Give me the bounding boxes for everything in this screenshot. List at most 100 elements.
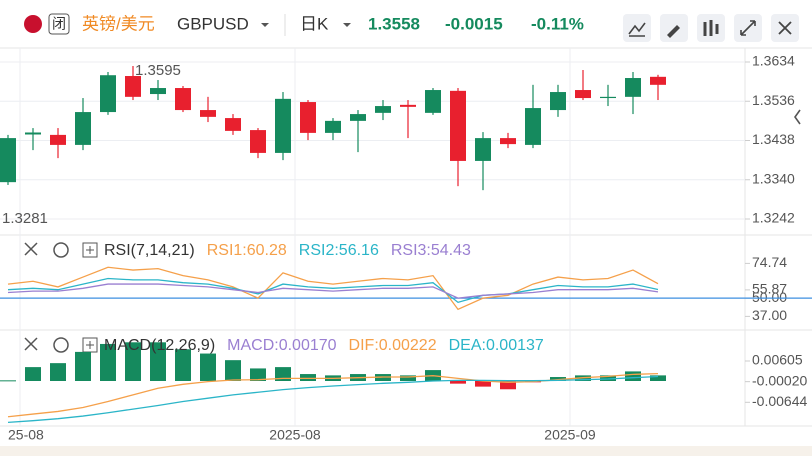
macd-bar bbox=[175, 349, 191, 381]
macd-bar bbox=[625, 371, 641, 381]
macd-bar bbox=[200, 353, 216, 381]
y-tick-label: -0.00644 bbox=[752, 393, 807, 409]
change: -0.0015 bbox=[445, 14, 503, 33]
add-icon[interactable] bbox=[82, 242, 98, 258]
indicator-line bbox=[7, 283, 659, 299]
macd-bar bbox=[300, 374, 316, 381]
tool-icon bbox=[740, 20, 756, 36]
high-label: 1.3595 bbox=[135, 62, 181, 79]
candle-body bbox=[425, 90, 441, 113]
y-tick-label: -0.00020 bbox=[752, 372, 807, 388]
status: 闭 bbox=[52, 16, 66, 32]
candle-body bbox=[375, 106, 391, 113]
legend-entry: RSI1:60.28 bbox=[207, 242, 287, 259]
macd-bar bbox=[475, 381, 491, 387]
indicator-line bbox=[7, 277, 659, 304]
macd-bar bbox=[600, 375, 616, 381]
close-icon[interactable] bbox=[24, 242, 38, 256]
y-tick-label: 1.3242 bbox=[752, 210, 795, 226]
macd-bar bbox=[550, 377, 566, 381]
macd-bar bbox=[100, 343, 116, 381]
macd-bar bbox=[25, 367, 41, 381]
instrument-name: 英镑/美元 bbox=[82, 14, 155, 33]
macd-bar bbox=[275, 367, 291, 381]
macd-bar bbox=[150, 342, 166, 381]
scrollbar[interactable] bbox=[0, 446, 812, 456]
candle-body bbox=[525, 108, 541, 145]
macd-bar bbox=[225, 360, 241, 381]
candle-body bbox=[125, 76, 141, 97]
x-tick-label: 2025-08 bbox=[269, 427, 321, 443]
legend-entry: RSI(7,14,21) bbox=[104, 242, 195, 259]
price: 1.3558 bbox=[368, 14, 420, 33]
candle-body bbox=[225, 118, 241, 131]
candle-body bbox=[25, 132, 41, 135]
change-pct: -0.11% bbox=[531, 14, 584, 33]
candle-body bbox=[100, 75, 116, 113]
settings-icon[interactable] bbox=[53, 242, 69, 258]
y-tick-label: 37.00 bbox=[752, 307, 787, 323]
candle-body bbox=[50, 134, 66, 145]
y-tick-label: 50.00 bbox=[752, 289, 787, 305]
candle-body bbox=[200, 110, 216, 117]
legend-entry: MACD:0.00170 bbox=[227, 337, 336, 354]
collapse-arrow[interactable] bbox=[794, 109, 801, 125]
candle-body bbox=[625, 78, 641, 97]
indicator-line bbox=[7, 266, 659, 311]
tool-icon bbox=[667, 25, 680, 38]
y-tick-label: 1.3438 bbox=[752, 131, 795, 147]
candle-body bbox=[475, 138, 491, 161]
macd-bar bbox=[650, 375, 666, 381]
low-label: 1.3281 bbox=[2, 210, 48, 227]
y-tick-label: 1.3634 bbox=[752, 53, 795, 69]
candle-body bbox=[275, 98, 291, 153]
dropdown-arrow[interactable] bbox=[343, 23, 351, 27]
candle-body bbox=[300, 102, 316, 133]
candle-body bbox=[175, 88, 191, 111]
add-icon bbox=[86, 246, 94, 254]
indicator-line bbox=[7, 375, 659, 423]
macd-bar bbox=[50, 363, 66, 381]
legend-entry: MACD(12,26,9) bbox=[104, 337, 215, 354]
y-tick-label: 1.3536 bbox=[752, 92, 795, 108]
dropdown-arrow[interactable] bbox=[261, 23, 269, 27]
legend-entry: RSI2:56.16 bbox=[299, 242, 379, 259]
tool-icon bbox=[703, 20, 719, 36]
candle-body bbox=[150, 88, 166, 95]
macd-bar bbox=[0, 380, 16, 382]
period[interactable]: 日K bbox=[300, 14, 329, 33]
close-icon[interactable] bbox=[24, 337, 38, 351]
y-tick-label: 1.3340 bbox=[752, 170, 795, 186]
legend-entry: RSI3:54.43 bbox=[391, 242, 471, 259]
candle-body bbox=[350, 114, 366, 121]
x-tick-label: 2025-09 bbox=[544, 427, 596, 443]
y-tick-label: 55.87 bbox=[752, 281, 787, 297]
candle-body bbox=[450, 90, 466, 161]
macd-bar bbox=[125, 342, 141, 381]
candle-body bbox=[325, 120, 341, 133]
y-tick-label: 74.74 bbox=[752, 254, 787, 270]
candle-body bbox=[650, 76, 666, 85]
macd-bar bbox=[450, 381, 466, 384]
candle-body bbox=[500, 138, 516, 145]
candle-body bbox=[0, 138, 16, 183]
x-tick-label: 25-08 bbox=[8, 427, 44, 443]
macd-bar bbox=[500, 381, 516, 390]
macd-bar bbox=[75, 351, 91, 381]
candle-body bbox=[75, 112, 91, 145]
status-badge bbox=[48, 13, 70, 35]
macd-bar bbox=[250, 368, 266, 381]
candle-body bbox=[250, 130, 266, 153]
candle-body bbox=[575, 90, 591, 99]
add-icon bbox=[86, 341, 94, 349]
tool-icon bbox=[778, 21, 792, 35]
legend-entry: DIF:0.00222 bbox=[349, 337, 437, 354]
flag-icon bbox=[24, 15, 42, 33]
tool-icon bbox=[628, 22, 646, 37]
settings-icon[interactable] bbox=[53, 337, 69, 353]
toolbar bbox=[623, 14, 799, 42]
symbol[interactable]: GBPUSD bbox=[177, 14, 249, 33]
macd-bar bbox=[400, 375, 416, 381]
